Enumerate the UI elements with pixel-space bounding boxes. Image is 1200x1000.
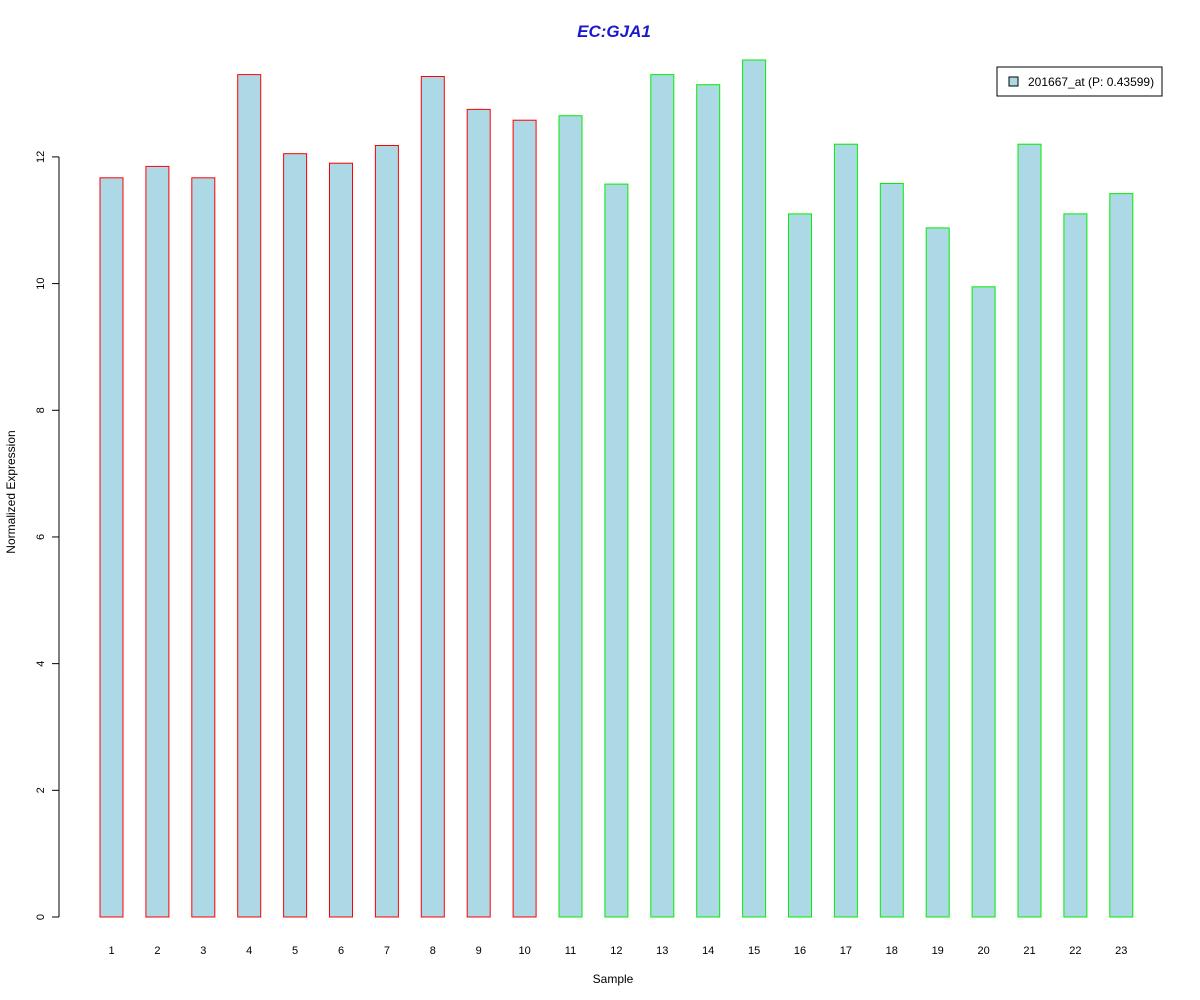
x-tick-label: 11 [565, 945, 576, 957]
x-tick-label: 18 [886, 945, 898, 957]
x-tick-label: 7 [384, 945, 390, 957]
x-tick-label: 4 [246, 945, 252, 957]
x-tick-label: 10 [518, 945, 530, 957]
bar-sample-6 [329, 162, 353, 918]
y-tick-label: 8 [35, 407, 47, 413]
bar-sample-12 [604, 183, 629, 918]
plot-area [99, 59, 1134, 918]
x-tick-label: 9 [476, 945, 482, 957]
x-tick-label: 16 [794, 945, 806, 957]
x-tick-label: 6 [338, 945, 344, 957]
bar-sample-13 [650, 74, 675, 918]
legend-box [996, 66, 1163, 97]
x-tick-label: 21 [1023, 945, 1035, 957]
bar-sample-4 [237, 74, 262, 918]
bar-sample-22 [1063, 213, 1088, 918]
x-tick-label: 20 [977, 945, 989, 957]
x-tick-label: 12 [610, 945, 622, 957]
x-tick-label: 15 [748, 945, 760, 957]
bar-sample-10 [512, 119, 537, 918]
bar-sample-8 [420, 76, 445, 918]
x-tick-label: 17 [840, 945, 852, 957]
x-tick-label: 14 [702, 945, 714, 957]
bar-sample-9 [466, 108, 491, 918]
bar-sample-3 [191, 177, 216, 918]
bar-sample-7 [374, 145, 399, 918]
bar-sample-20 [971, 286, 996, 918]
bar-sample-23 [1109, 193, 1134, 918]
x-tick-label: 8 [430, 945, 436, 957]
bar-sample-16 [788, 213, 812, 918]
bar-sample-21 [1017, 143, 1042, 918]
legend-label: 201667_at (P: 0.43599) [1028, 75, 1154, 89]
y-axis: 0 2 4 6 8 10 12 [35, 151, 60, 920]
y-axis-label: Normalized Expression [4, 430, 18, 553]
x-tick-label: 1 [108, 945, 114, 957]
bar-sample-17 [833, 143, 858, 918]
bar-sample-14 [696, 84, 721, 918]
y-tick-label: 6 [35, 534, 47, 540]
x-tick-label: 22 [1069, 945, 1081, 957]
bar-sample-15 [742, 59, 767, 918]
y-tick-label: 0 [35, 914, 47, 920]
bar-sample-5 [283, 153, 308, 918]
x-tick-label: 3 [200, 945, 206, 957]
y-tick-label: 12 [35, 151, 47, 163]
x-tick-label: 19 [932, 945, 944, 957]
y-tick-label: 4 [35, 661, 47, 667]
bar-sample-2 [145, 165, 170, 918]
bar-sample-19 [925, 227, 950, 918]
x-axis-label: Sample [593, 972, 634, 986]
bar-sample-1 [99, 177, 124, 918]
x-tick-label: 5 [292, 945, 298, 957]
bar-sample-18 [879, 183, 904, 918]
x-tick-label: 13 [656, 945, 668, 957]
x-axis: 1 2 3 4 5 6 7 8 9 10 11 12 13 14 15 16 17 18 19 20 21 22 23 [108, 945, 1127, 957]
y-tick-label: 10 [35, 277, 47, 289]
x-tick-label: 23 [1115, 945, 1127, 957]
legend-swatch [1008, 76, 1019, 87]
x-tick-label: 2 [154, 945, 160, 957]
legend: 201667_at (P: 0.43599) [996, 66, 1163, 97]
bar-sample-11 [558, 115, 583, 918]
chart-title: EC:GJA1 [577, 22, 651, 41]
y-tick-label: 2 [35, 787, 47, 793]
